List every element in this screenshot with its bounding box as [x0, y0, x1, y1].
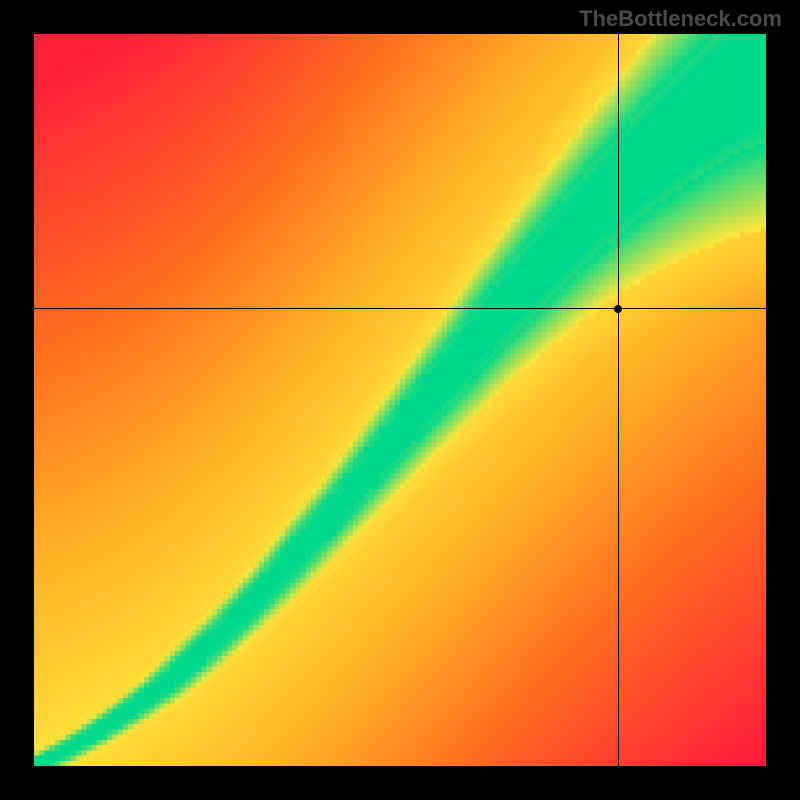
- crosshair-horizontal: [34, 308, 766, 309]
- chart-container: TheBottleneck.com: [0, 0, 800, 800]
- heatmap-canvas: [34, 34, 766, 766]
- crosshair-vertical: [618, 34, 619, 766]
- plot-area: [34, 34, 766, 766]
- watermark-text: TheBottleneck.com: [579, 6, 782, 32]
- marker-point: [614, 305, 622, 313]
